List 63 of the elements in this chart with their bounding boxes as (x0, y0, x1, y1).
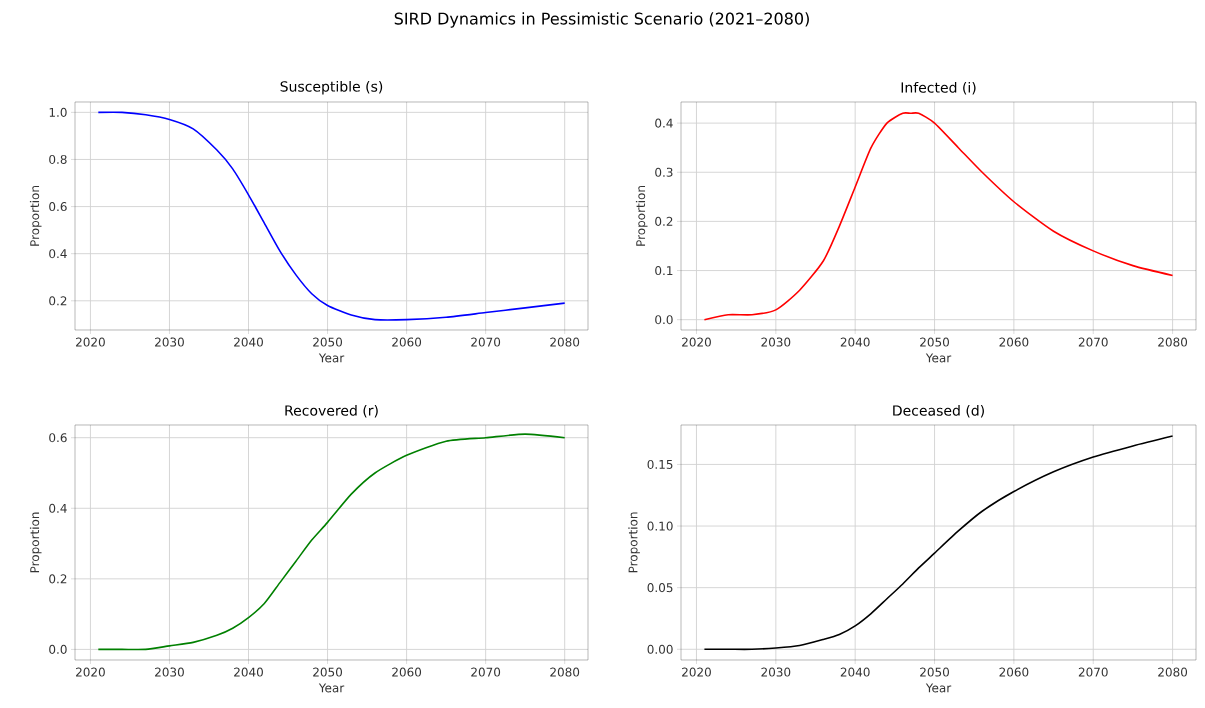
x-tick-label: 2080 (550, 337, 580, 347)
y-axis-title: Proportion (29, 512, 42, 573)
y-tick-label: 0.2 (655, 216, 673, 226)
x-tick-label: 2070 (1078, 667, 1108, 677)
x-tick-label: 2060 (392, 337, 422, 347)
x-tick-label: 2020 (682, 337, 711, 347)
x-tick-label: 2080 (550, 667, 580, 677)
y-tick-label: 1.0 (49, 107, 67, 117)
x-tick-label: 2050 (920, 337, 949, 347)
x-tick-label: 2020 (76, 337, 105, 347)
chart-title: Susceptible (s) (280, 80, 383, 95)
x-tick-label: 2030 (155, 337, 184, 347)
x-tick-label: 2060 (999, 667, 1029, 677)
chart-title: Deceased (d) (893, 404, 984, 418)
x-tick-label: 2020 (76, 667, 105, 677)
x-tick-label: 2080 (1158, 337, 1188, 347)
x-tick-label: 2050 (313, 667, 343, 677)
y-tick-label: 0.15 (647, 459, 673, 469)
y-tick-label: 0.4 (49, 249, 67, 259)
y-tick-label: 0.10 (647, 521, 673, 531)
x-tick-label: 2050 (313, 337, 343, 347)
y-tick-label: 0.6 (49, 433, 67, 443)
x-tick-label: 2050 (920, 667, 949, 677)
chart-title: Recovered (r) (285, 404, 378, 418)
y-tick-label: 0.0 (49, 644, 67, 654)
x-axis-title: Year (318, 353, 345, 363)
x-tick-label: 2040 (840, 337, 870, 347)
line-series (703, 435, 1174, 651)
line-series (703, 112, 1174, 321)
x-tick-label: 2070 (471, 337, 501, 347)
y-tick-label: 0.6 (49, 202, 67, 212)
chart-title: Infected (i) (901, 81, 976, 95)
x-tick-label: 2070 (471, 667, 501, 677)
x-axis-title: Year (925, 683, 952, 693)
y-axis-title: Proportion (635, 186, 648, 246)
y-tick-label: 0.0 (655, 315, 673, 325)
x-tick-label: 2030 (761, 337, 791, 347)
y-axis-title: Proportion (628, 512, 640, 573)
x-tick-label: 2020 (682, 667, 711, 677)
y-tick-label: 0.00 (647, 644, 673, 654)
x-axis-title: Year (925, 353, 952, 363)
y-axis-title: Proportion (29, 186, 42, 246)
y-tick-label: 0.4 (49, 503, 67, 513)
x-axis-title: Year (318, 683, 345, 693)
x-tick-label: 2030 (761, 667, 791, 677)
y-tick-label: 0.3 (655, 167, 673, 177)
x-tick-label: 2040 (840, 667, 870, 677)
x-tick-label: 2040 (234, 337, 263, 347)
x-tick-label: 2040 (234, 667, 263, 677)
x-tick-label: 2060 (392, 667, 422, 677)
y-tick-label: 0.2 (49, 574, 67, 584)
x-tick-label: 2060 (999, 337, 1029, 347)
text: SIRD Dynamics in Pessimistic Scenario (2021–2080) (394, 12, 809, 28)
y-tick-label: 0.4 (655, 118, 673, 128)
y-tick-label: 0.1 (655, 266, 673, 276)
x-tick-label: 2070 (1078, 337, 1108, 347)
y-tick-label: 0.8 (49, 154, 67, 165)
y-tick-label: 0.05 (647, 583, 673, 593)
line-series (97, 433, 566, 651)
x-tick-label: 2080 (1158, 667, 1188, 677)
y-tick-label: 0.2 (49, 296, 67, 306)
x-tick-label: 2030 (155, 667, 184, 677)
line-series (97, 111, 566, 321)
